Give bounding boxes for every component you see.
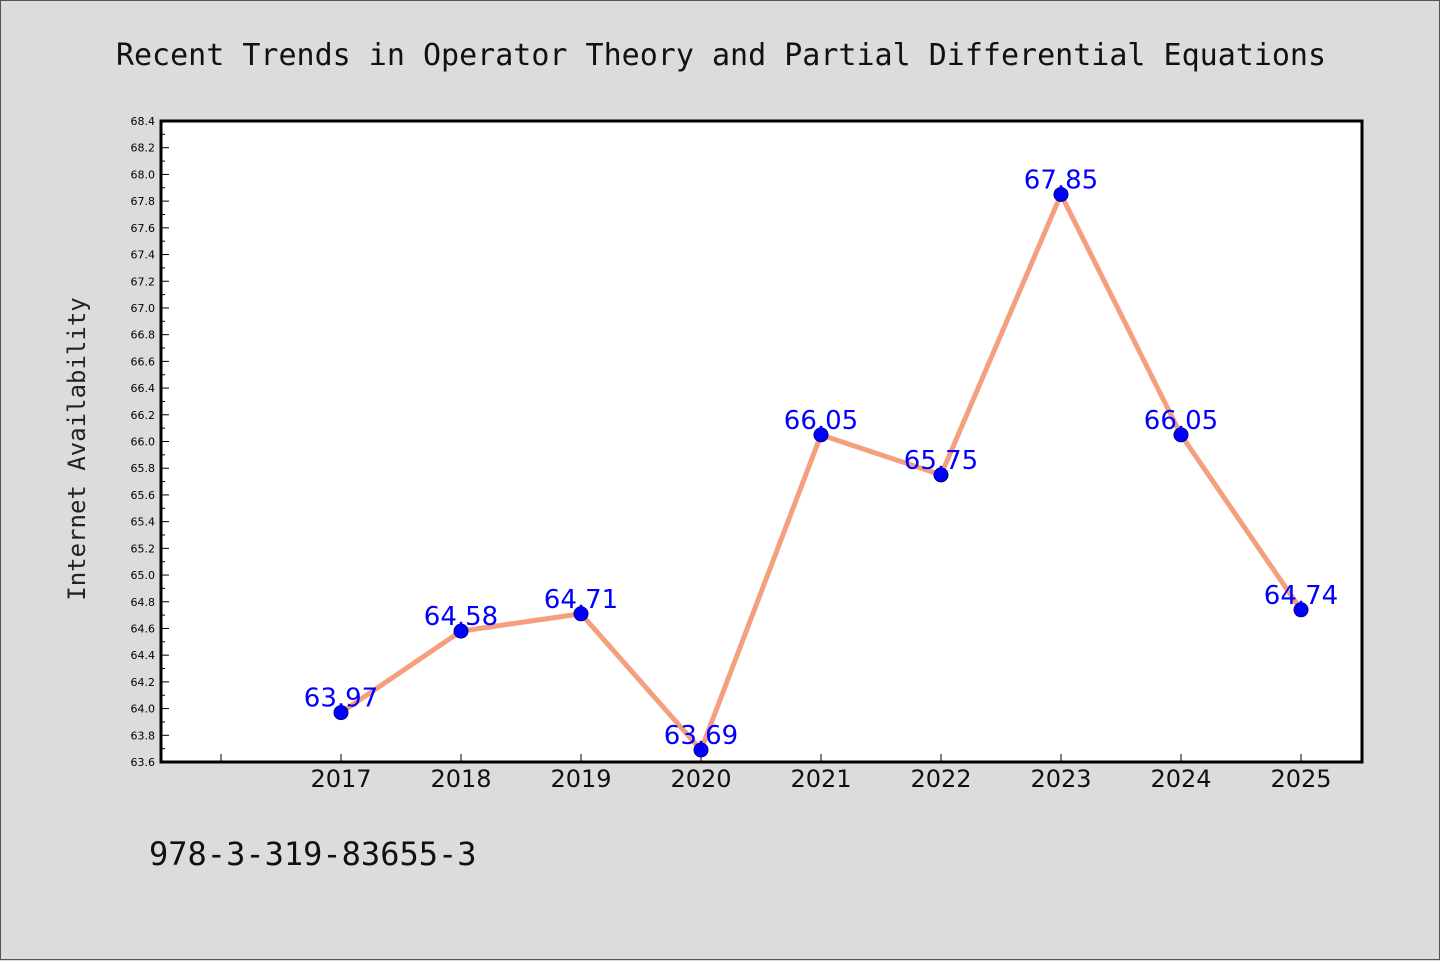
data-point bbox=[813, 427, 829, 443]
y-tick-label: 67.4 bbox=[131, 249, 156, 262]
y-tick-label: 66.2 bbox=[131, 409, 156, 422]
y-tick-label: 68.2 bbox=[131, 142, 156, 155]
y-tick-label: 67.6 bbox=[131, 222, 156, 235]
x-tick-label: 2023 bbox=[1030, 765, 1091, 793]
y-tick-label: 67.2 bbox=[131, 275, 156, 288]
data-point bbox=[933, 467, 949, 483]
y-tick-label: 65.2 bbox=[131, 542, 156, 555]
data-label: 64.58 bbox=[424, 602, 498, 632]
y-tick-label: 64.0 bbox=[131, 703, 156, 716]
data-label: 66.05 bbox=[784, 406, 858, 436]
y-tick-label: 68.0 bbox=[131, 168, 156, 181]
data-label: 63.97 bbox=[304, 684, 378, 714]
y-tick-label: 66.6 bbox=[131, 355, 156, 368]
x-tick-label: 2025 bbox=[1270, 765, 1331, 793]
data-point bbox=[693, 742, 709, 758]
y-tick-label: 64.2 bbox=[131, 676, 156, 689]
x-tick-label: 2019 bbox=[550, 765, 611, 793]
y-tick-label: 64.4 bbox=[131, 649, 156, 662]
data-point bbox=[333, 705, 349, 721]
data-point bbox=[453, 623, 469, 639]
data-label: 65.75 bbox=[904, 446, 978, 476]
x-tick-label: 2020 bbox=[670, 765, 731, 793]
chart-title: Recent Trends in Operator Theory and Par… bbox=[116, 38, 1326, 73]
y-tick-label: 68.4 bbox=[131, 115, 156, 128]
y-tick-label: 64.8 bbox=[131, 596, 156, 609]
x-tick-label: 2021 bbox=[790, 765, 851, 793]
x-tick-label: 2018 bbox=[430, 765, 491, 793]
y-tick-label: 64.6 bbox=[131, 622, 156, 635]
y-tick-label: 65.0 bbox=[131, 569, 156, 582]
x-tick-label: 2017 bbox=[310, 765, 371, 793]
y-tick-label: 65.4 bbox=[131, 516, 156, 529]
data-label: 63.69 bbox=[664, 721, 738, 751]
data-markers bbox=[333, 186, 1309, 758]
data-labels: 63.97 64.58 64.71 63.69 66.05 65.75 67.85 66.05… bbox=[304, 165, 1338, 751]
data-point bbox=[1053, 186, 1069, 202]
y-tick-label: 66.8 bbox=[131, 329, 156, 342]
y-tick-label: 63.8 bbox=[131, 729, 156, 742]
data-point bbox=[573, 606, 589, 622]
x-axis-ticks: 2017 2018 2019 2020 2021 2022 2023 2024 2025 bbox=[220, 754, 1332, 793]
footer-isbn: 978-3-319-83655-3 bbox=[149, 835, 477, 873]
y-tick-label: 67.0 bbox=[131, 302, 156, 315]
data-point bbox=[1173, 427, 1189, 443]
x-tick-label: 2022 bbox=[910, 765, 971, 793]
data-label: 66.05 bbox=[1144, 406, 1218, 436]
y-tick-label: 66.0 bbox=[131, 436, 156, 449]
y-axis-ticks: 63.6 63.8 64.0 64.2 64.4 64.6 64.8 65.0 65.2 65.4… bbox=[131, 115, 169, 769]
y-tick-label: 65.6 bbox=[131, 489, 156, 502]
y-tick-label: 63.6 bbox=[131, 756, 156, 769]
data-point bbox=[1293, 602, 1309, 618]
data-label: 67.85 bbox=[1024, 165, 1098, 195]
x-tick-label: 2024 bbox=[1150, 765, 1211, 793]
y-tick-label: 67.8 bbox=[131, 195, 156, 208]
plot-area bbox=[159, 119, 1364, 764]
y-tick-label: 65.8 bbox=[131, 462, 156, 475]
data-label: 64.74 bbox=[1264, 581, 1338, 611]
data-label: 64.71 bbox=[544, 585, 618, 615]
y-axis-label: Internet Availability bbox=[63, 297, 91, 600]
y-tick-label: 66.4 bbox=[131, 382, 156, 395]
